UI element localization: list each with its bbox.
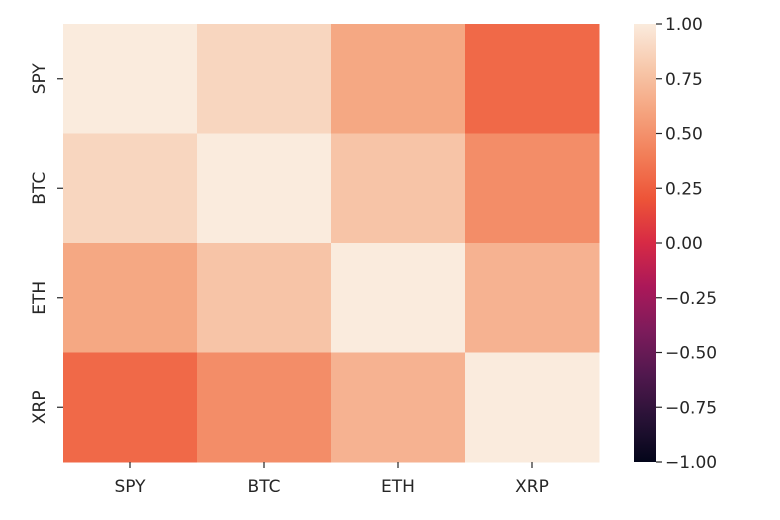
y-tick-label: BTC <box>30 172 50 205</box>
heatmap-cell-spy-spy <box>63 24 198 134</box>
x-axis: SPY BTC ETH XRP <box>114 462 549 497</box>
y-tick-label: SPY <box>30 63 50 95</box>
heatmap-cell-spy-eth <box>331 24 466 134</box>
heatmap-cell-spy-btc <box>197 24 332 134</box>
heatmap-cell-eth-xrp <box>465 243 600 353</box>
heatmap-cell-xrp-btc <box>197 352 332 463</box>
heatmap-cell-eth-eth <box>331 243 466 353</box>
y-tick-label: ETH <box>30 281 50 315</box>
colorbar-tick-label: 0.25 <box>665 179 703 199</box>
colorbar-tick-label: 1.00 <box>665 15 703 35</box>
y-tick-label: XRP <box>30 390 50 424</box>
heatmap-cell-xrp-eth <box>331 352 466 463</box>
colorbar-tick-label: 0.00 <box>665 234 703 254</box>
heatmap-cell-btc-spy <box>63 133 198 244</box>
heatmap-cell-eth-btc <box>197 243 332 353</box>
heatmap-cell-btc-btc <box>197 133 332 244</box>
colorbar-tick-label: −1.00 <box>665 453 717 473</box>
colorbar-tick-label: −0.50 <box>665 344 717 364</box>
colorbar <box>634 24 656 462</box>
heatmap-cell-eth-spy <box>63 243 198 353</box>
heatmap-cell-btc-eth <box>331 133 466 244</box>
heatmap-cells <box>63 24 600 463</box>
heatmap-cell-spy-xrp <box>465 24 600 134</box>
y-axis: SPY BTC ETH XRP <box>30 63 63 424</box>
colorbar-tick-label: 0.50 <box>665 125 703 145</box>
x-tick-label: SPY <box>114 477 146 497</box>
x-tick-label: BTC <box>248 477 281 497</box>
heatmap-cell-btc-xrp <box>465 133 600 244</box>
x-tick-label: ETH <box>381 477 415 497</box>
heatmap-cell-xrp-xrp <box>465 352 600 463</box>
colorbar-tick-label: −0.75 <box>665 398 717 418</box>
x-tick-label: XRP <box>515 477 549 497</box>
colorbar-axis: 1.00 0.75 0.50 0.25 0.00 −0.25 −0.50 −0.75 −1.00 <box>656 15 717 473</box>
colorbar-tick-label: −0.25 <box>665 289 717 309</box>
heatmap-cell-xrp-spy <box>63 352 198 463</box>
colorbar-tick-label: 0.75 <box>665 70 703 90</box>
